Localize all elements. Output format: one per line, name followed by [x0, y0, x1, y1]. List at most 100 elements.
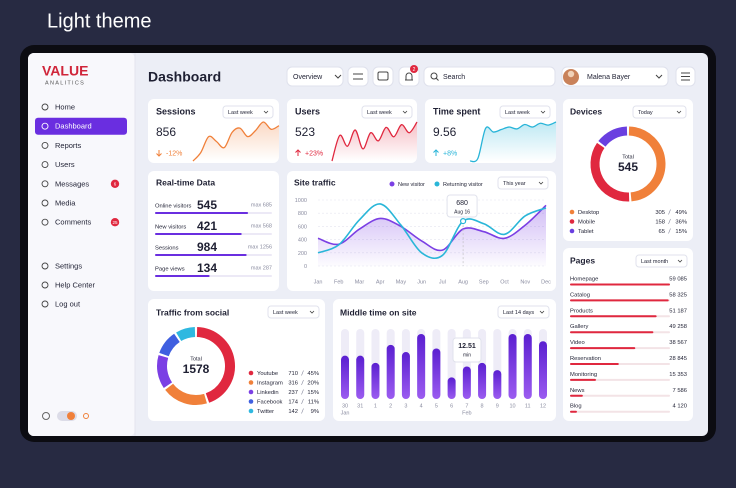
x-tick-label: 1	[374, 403, 377, 409]
separator	[301, 379, 304, 386]
metric-max: max 1256	[248, 244, 272, 250]
user-menu[interactable]	[561, 66, 669, 87]
x-tick-label: 10	[509, 403, 515, 409]
period-select[interactable]	[497, 176, 549, 190]
view-select[interactable]	[286, 66, 344, 87]
bar	[570, 410, 577, 413]
bar	[539, 341, 547, 399]
bar	[570, 283, 670, 286]
legend-dot	[434, 181, 440, 187]
page-label: Light theme	[47, 10, 152, 32]
sparkline-area	[332, 122, 417, 161]
legend-dot	[389, 181, 395, 187]
notification-badge	[410, 65, 418, 73]
x-tick-label: 6	[450, 403, 453, 409]
separator	[668, 228, 671, 234]
view-label: Overview	[293, 74, 323, 81]
metric-label: Online visitors	[155, 204, 192, 210]
nav-label[interactable]: Log out	[55, 299, 81, 308]
metric-label: Sessions	[155, 246, 179, 252]
donut-segment	[165, 383, 207, 405]
nav-active[interactable]	[35, 117, 127, 135]
tooltip	[452, 337, 482, 363]
trend-arrow	[295, 149, 301, 156]
x-tick-label: 5	[435, 403, 438, 409]
nav-label[interactable]: Messages	[55, 179, 89, 188]
nav-icon	[41, 103, 49, 111]
page-label: Gallery	[570, 324, 588, 330]
filter-button[interactable]	[347, 66, 369, 87]
trend-arrow	[156, 150, 162, 157]
period-label: This year	[503, 181, 526, 187]
period-select[interactable]	[267, 305, 320, 319]
nav-icon	[41, 122, 49, 130]
period-label: Last week	[367, 110, 392, 116]
x-tick-label: Jan	[314, 279, 323, 285]
sparkline-area	[193, 121, 279, 161]
bar	[570, 315, 657, 318]
page-label: Monitoring	[570, 372, 597, 378]
bar	[570, 347, 636, 350]
moon-icon[interactable]	[42, 412, 50, 420]
y-tick-label: 0	[304, 264, 307, 270]
period-select[interactable]	[635, 254, 688, 268]
legend-share: 20%	[307, 380, 319, 386]
y-tick-label: 1000	[295, 198, 307, 204]
y-tick-label: 800	[298, 211, 307, 217]
page-label: Homepage	[570, 277, 598, 283]
legend-label: Twitter	[257, 409, 274, 415]
nav-label[interactable]: Help Center	[55, 280, 96, 289]
metric-label: New visitors	[155, 225, 186, 231]
x-tick-label: 4	[420, 403, 423, 409]
period-label: Last week	[228, 110, 253, 116]
legend-label: Linkedin	[257, 390, 279, 396]
donut-segment	[598, 126, 628, 147]
card-title: Users	[295, 106, 320, 116]
metric-value: 545	[197, 198, 217, 212]
media-button[interactable]	[372, 66, 394, 87]
x-tick-label: 9	[496, 403, 499, 409]
metric-max: max 568	[251, 223, 272, 229]
nav-label[interactable]: Reports	[55, 141, 82, 150]
period-label: Last 14 days	[503, 310, 534, 316]
bar	[493, 370, 502, 399]
bar	[417, 334, 426, 399]
donut-total-label: Total	[622, 154, 634, 160]
period-select[interactable]	[222, 105, 274, 119]
bar-track	[570, 394, 670, 397]
search-box[interactable]	[423, 66, 556, 87]
donut-total-label: Total	[190, 356, 202, 362]
bar	[523, 334, 532, 399]
nav-label[interactable]: Settings	[55, 261, 82, 270]
legend-label: Returning visitor	[443, 182, 483, 188]
month-label: Jan	[341, 410, 350, 416]
card-title: Pages	[570, 255, 595, 265]
nav-label[interactable]: Users	[55, 160, 75, 169]
donut-segment	[159, 333, 180, 357]
y-tick-label: 200	[298, 251, 307, 257]
separator	[301, 389, 304, 395]
legend-label: Instagram	[257, 380, 283, 386]
progress-bar	[155, 275, 210, 277]
nav-label[interactable]: Dashboard	[55, 122, 92, 131]
sidebar	[28, 53, 135, 436]
nav-label[interactable]: Home	[55, 102, 75, 111]
chevron-icon	[655, 74, 663, 79]
nav-badge	[110, 179, 120, 188]
x-tick-label: 8	[481, 403, 484, 409]
nav-label[interactable]: Comments	[55, 218, 92, 227]
nav-label[interactable]: Media	[55, 198, 76, 207]
card-title: Sessions	[156, 106, 196, 116]
legend-share: 49%	[675, 210, 687, 216]
period-select[interactable]	[361, 105, 413, 119]
nav-icon	[41, 281, 49, 289]
period-select[interactable]	[497, 305, 550, 319]
chevron-icon	[538, 181, 544, 185]
donut-segment	[196, 327, 235, 403]
sun-icon[interactable]	[83, 413, 89, 419]
page-label: Blog	[570, 404, 582, 410]
page-value: 15 353	[669, 372, 687, 378]
period-select[interactable]	[632, 105, 687, 119]
legend-label: New visitor	[398, 182, 425, 188]
period-select[interactable]	[499, 105, 551, 119]
